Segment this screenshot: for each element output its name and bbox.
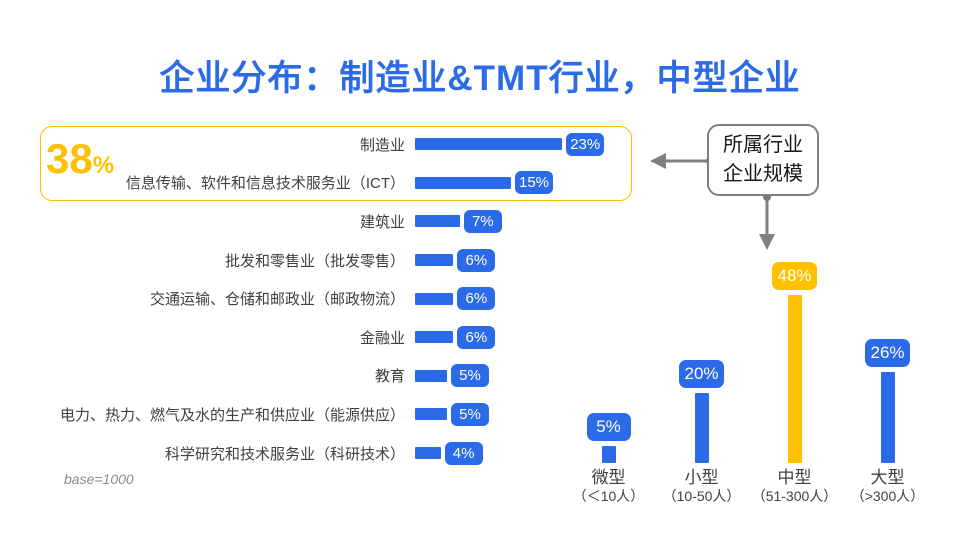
value-badge: 5% (451, 402, 489, 426)
callout-line2: 企业规模 (723, 163, 803, 185)
size-name: 小型 (684, 468, 719, 487)
industry-row: 教育 5% (0, 357, 650, 396)
size-range: （10-50人） (662, 488, 741, 504)
size-column: 5% 微型 （＜10人） (562, 256, 655, 506)
value-badge: 15% (515, 171, 554, 195)
size-bar (601, 445, 616, 463)
size-column: 48% 中型 （51-300人） (748, 256, 841, 506)
industry-row: 建筑业 7% (0, 202, 650, 241)
industry-row: 科学研究和技术服务业（科研技术） 4% (0, 434, 650, 473)
size-name: 微型 (591, 468, 626, 487)
highlight-percentage: 38% (46, 135, 114, 183)
size-bar (694, 393, 709, 463)
industry-bar (415, 138, 563, 151)
callout-line1: 所属行业 (723, 134, 803, 156)
value-badge: 23% (566, 132, 605, 156)
industry-row: 批发和零售业（批发零售） 6% (0, 241, 650, 280)
highlight-box (40, 126, 632, 201)
value-badge: 20% (679, 360, 724, 388)
highlight-unit: % (92, 152, 115, 179)
size-range: （>300人） (850, 488, 925, 504)
industry-label: 金融业 (359, 329, 405, 347)
industry-row: 电力、热力、燃气及水的生产和供应业（能源供应） 5% (0, 395, 650, 434)
size-bar (880, 372, 895, 463)
arrow-left-head-icon (650, 153, 666, 169)
callout-box: 所属行业 企业规模 (707, 124, 819, 196)
page-title: 企业分布：制造业&TMT行业，中型企业 (159, 59, 801, 98)
industry-label: 交通运输、仓储和邮政业（邮政物流） (149, 291, 405, 309)
industry-bar (415, 369, 447, 382)
industry-bar (415, 408, 447, 421)
industry-bar (415, 447, 441, 460)
size-range: （51-300人） (751, 488, 838, 504)
industry-label: 信息传输、软件和信息技术服务业（ICT） (125, 175, 405, 193)
value-badge: 26% (865, 339, 910, 367)
size-bar-chart: 5% 微型 （＜10人） 20% 小型 （10-50人） 48% 中型 （51-… (562, 256, 934, 506)
size-name: 大型 (870, 468, 905, 487)
value-badge: 6% (457, 248, 496, 272)
industry-bar (415, 331, 454, 344)
industry-label: 教育 (374, 368, 405, 386)
industry-label: 电力、热力、燃气及水的生产和供应业（能源供应） (59, 406, 405, 424)
value-badge: 6% (457, 287, 496, 311)
industry-label: 建筑业 (359, 213, 405, 231)
industry-row: 交通运输、仓储和邮政业（邮政物流） 6% (0, 279, 650, 318)
value-badge: 5% (451, 364, 489, 388)
size-label: 中型 （51-300人） (752, 463, 838, 506)
value-badge: 48% (772, 262, 817, 290)
size-label: 大型 （>300人） (851, 463, 925, 506)
industry-label: 制造业 (359, 136, 405, 154)
industry-bar-chart: 制造业 23% 信息传输、软件和信息技术服务业（ICT） 15% 建筑业 7% … (0, 125, 650, 472)
industry-row: 制造业 23% (0, 125, 650, 164)
value-badge: 7% (463, 209, 502, 233)
industry-bar (415, 292, 454, 305)
industry-row: 金融业 6% (0, 318, 650, 357)
industry-label: 批发和零售业（批发零售） (224, 252, 405, 270)
industry-bar (415, 215, 460, 228)
industry-bar (415, 254, 454, 267)
size-range: （＜10人） (572, 488, 645, 504)
base-note: base=1000 (64, 471, 134, 487)
industry-bar (415, 176, 511, 189)
highlight-value: 38 (46, 135, 93, 182)
industry-label: 科学研究和技术服务业（科研技术） (164, 445, 405, 463)
size-name: 中型 (777, 468, 812, 487)
size-label: 微型 （＜10人） (573, 463, 645, 506)
size-column: 20% 小型 （10-50人） (655, 256, 748, 506)
size-column: 26% 大型 （>300人） (841, 256, 934, 506)
value-badge: 4% (444, 441, 483, 465)
value-badge: 6% (457, 325, 496, 349)
size-label: 小型 （10-50人） (663, 463, 741, 506)
size-bar (787, 295, 802, 463)
arrow-down-head-icon (759, 234, 775, 250)
industry-row: 信息传输、软件和信息技术服务业（ICT） 15% (0, 164, 650, 203)
value-badge: 5% (586, 412, 631, 441)
